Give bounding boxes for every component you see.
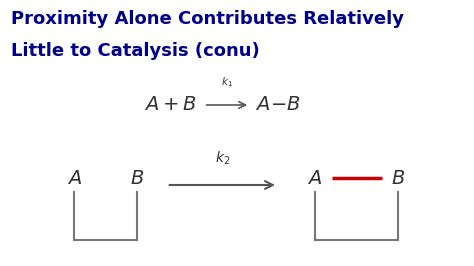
Text: $B$: $B$ (130, 168, 144, 188)
Text: Proximity Alone Contributes Relatively: Proximity Alone Contributes Relatively (11, 10, 404, 28)
Text: $A$: $A$ (308, 168, 322, 188)
Text: $A\!-\!B$: $A\!-\!B$ (255, 95, 301, 114)
Text: $k_2$: $k_2$ (215, 149, 230, 167)
Text: $B$: $B$ (391, 168, 405, 188)
Text: $k_1$: $k_1$ (221, 75, 233, 89)
Text: $A + B$: $A + B$ (144, 95, 196, 114)
Text: $A$: $A$ (66, 168, 82, 188)
Text: Little to Catalysis (conu): Little to Catalysis (conu) (11, 42, 260, 60)
